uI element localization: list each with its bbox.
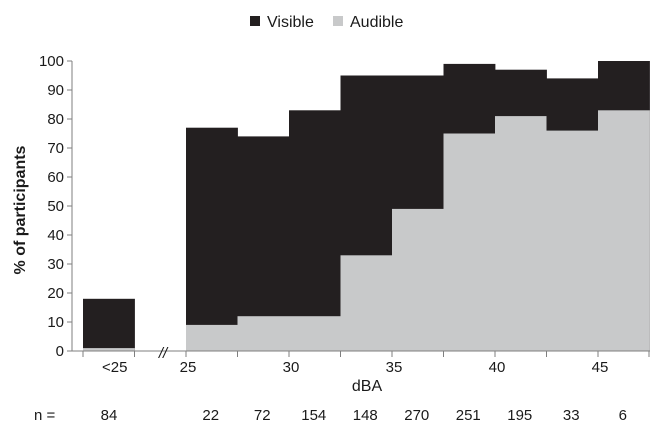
- x-tick-label: 25: [180, 359, 197, 376]
- plot-area: [83, 61, 650, 351]
- n-value: 84: [101, 407, 118, 423]
- legend-label-audible: Audible: [350, 14, 403, 31]
- y-axis-title: % of participants: [12, 145, 29, 274]
- bar-audible: [547, 131, 599, 351]
- bar-audible: [238, 316, 290, 351]
- y-tick-label: 40: [47, 227, 64, 244]
- x-tick-label: 30: [283, 359, 300, 376]
- y-tick-label: 90: [47, 82, 64, 99]
- legend-swatch-visible: [250, 16, 260, 26]
- y-tick-label: 20: [47, 285, 64, 302]
- bar-audible: [444, 134, 496, 352]
- n-value: 148: [353, 407, 378, 423]
- y-tick-label: 30: [47, 256, 64, 273]
- n-value: 22: [202, 407, 219, 423]
- bar-visible: [289, 110, 341, 351]
- y-tick-label: 80: [47, 111, 64, 128]
- n-value: 195: [507, 407, 532, 423]
- y-tick-label: 100: [39, 53, 64, 70]
- y-tick-label: 0: [56, 343, 64, 360]
- legend: Visible Audible: [250, 14, 403, 31]
- x-axis-title: dBA: [352, 378, 383, 395]
- bar-audible: [598, 110, 650, 351]
- legend-swatch-audible: [333, 16, 343, 26]
- x-tick-label: 45: [592, 359, 609, 376]
- axis-break-marker: //: [158, 345, 169, 362]
- sample-size-row: n = 84 22 72 154 148 270 251 195 33 6: [34, 407, 627, 423]
- bar-audible: [341, 255, 393, 351]
- n-value: 33: [563, 407, 580, 423]
- bar-visible: [186, 128, 238, 351]
- bar-audible: [289, 316, 341, 351]
- n-value: 251: [456, 407, 481, 423]
- bar-audible: [186, 325, 238, 351]
- n-value: 154: [301, 407, 326, 423]
- n-value: 270: [404, 407, 429, 423]
- bar-audible: [392, 209, 444, 351]
- y-tick-label: 70: [47, 140, 64, 157]
- x-tick-label: <25: [102, 359, 127, 376]
- x-tick-label: 35: [386, 359, 403, 376]
- n-value: 6: [619, 407, 627, 423]
- bar-visible: [83, 299, 135, 351]
- n-prefix-label: n =: [34, 407, 56, 423]
- bar-audible: [495, 116, 547, 351]
- legend-label-visible: Visible: [267, 14, 314, 31]
- y-tick-label: 10: [47, 314, 64, 331]
- y-axis: 0 10 20 30 40 50 60 70 80 90 100: [39, 53, 72, 360]
- x-tick-label: 40: [489, 359, 506, 376]
- n-value: 72: [254, 407, 271, 423]
- y-tick-label: 60: [47, 169, 64, 186]
- y-tick-label: 50: [47, 198, 64, 215]
